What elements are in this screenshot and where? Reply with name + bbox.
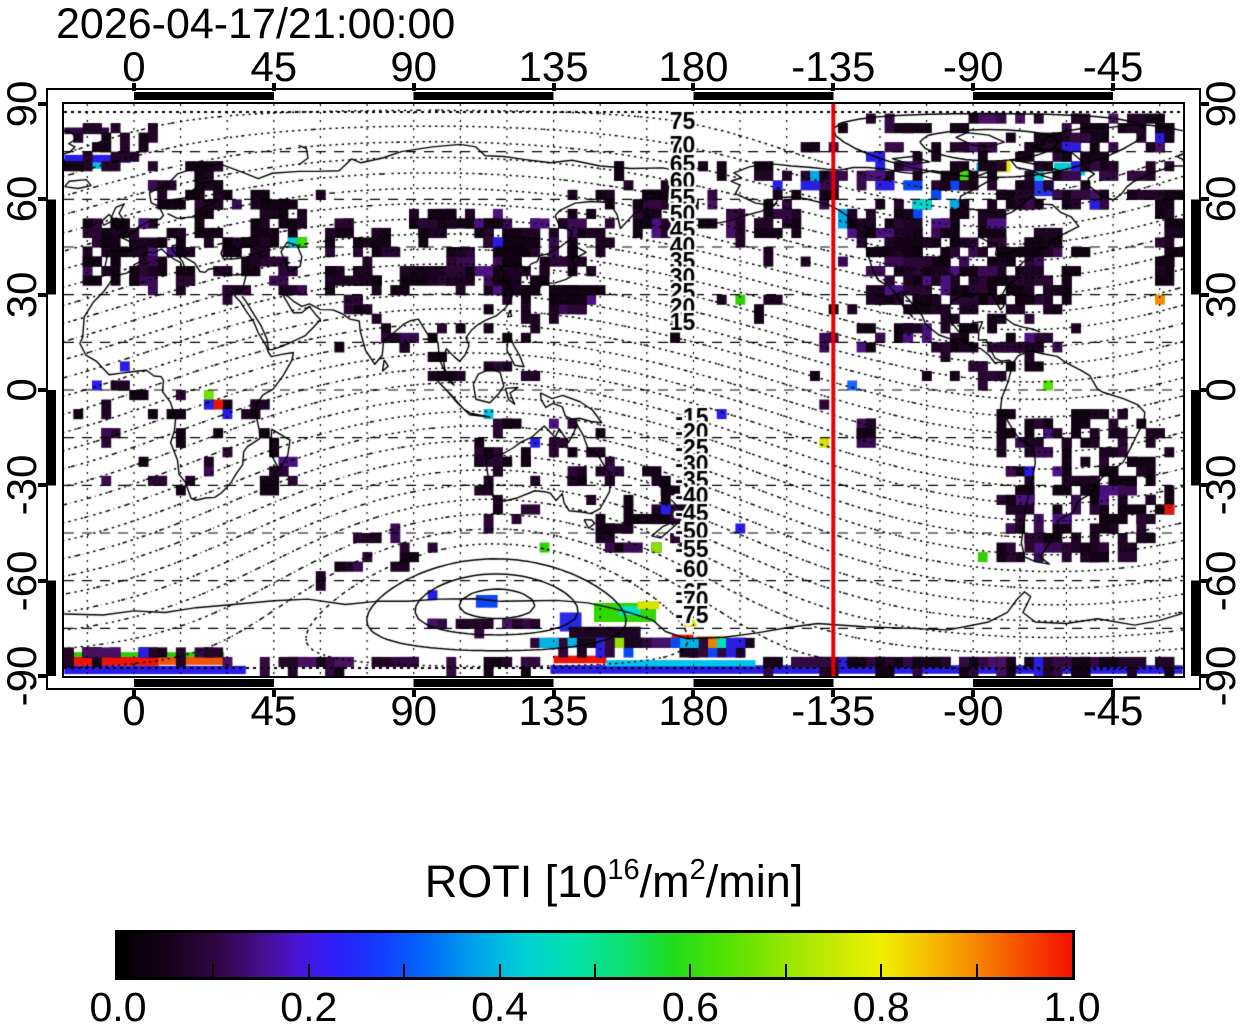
- x-axis-tick-top: [971, 83, 976, 91]
- plot-border: [62, 102, 1185, 678]
- x-axis-tick-top: [411, 83, 416, 91]
- colorbar-tick-label: 1.0: [1043, 984, 1101, 1024]
- y-axis-tick-right: [1201, 578, 1209, 583]
- x-axis-tick-top: [691, 83, 696, 91]
- x-axis-label-top: -135: [791, 43, 876, 90]
- x-axis-label-top: -45: [1082, 43, 1144, 90]
- x-axis-tick-bottom: [131, 689, 136, 697]
- x-axis-label-bottom: 0: [122, 687, 146, 734]
- frame-stripe-left: [48, 104, 56, 676]
- colorbar-tick-label: 0.0: [89, 984, 147, 1024]
- x-axis-tick-top: [1111, 83, 1116, 91]
- colorbar-minor-tick: [784, 964, 787, 977]
- y-axis-tick-left: [38, 102, 46, 106]
- y-axis-label-left: -30: [0, 454, 45, 516]
- x-axis-label-top: 90: [390, 43, 438, 90]
- colorbar-minor-tick: [307, 964, 310, 977]
- y-axis-tick-left: [38, 483, 46, 488]
- x-axis-label-top: 45: [250, 43, 298, 90]
- y-axis-tick-left: [38, 292, 46, 297]
- colorbar-title-exponent2: 2: [689, 854, 706, 886]
- colorbar-title-mid: /m: [639, 856, 690, 907]
- x-axis-tick-top: [551, 83, 556, 91]
- colorbar-minor-tick: [880, 964, 883, 977]
- x-axis-tick-bottom: [1111, 689, 1116, 697]
- y-axis-label-left: -60: [0, 550, 45, 612]
- colorbar-title: ROTI [1016/m2/min]: [424, 854, 804, 908]
- colorbar-minor-tick: [212, 964, 215, 977]
- y-axis-tick-right: [1201, 483, 1209, 488]
- y-axis-tick-left: [38, 388, 46, 392]
- x-axis-tick-bottom: [411, 689, 416, 697]
- map-canvas: [64, 104, 1183, 676]
- y-axis-tick-right: [1201, 292, 1209, 297]
- y-axis-tick-left: [38, 197, 46, 202]
- y-axis-label-left: 60: [0, 175, 45, 223]
- colorbar-title-text: ROTI [10: [424, 856, 608, 907]
- colorbar-tick-label: 0.4: [471, 984, 529, 1024]
- timestamp: 2026-04-17/21:00:00: [56, 0, 456, 48]
- frame-stripe-right: [1191, 104, 1199, 676]
- colorbar-minor-tick: [594, 964, 596, 977]
- colorbar-minor-tick: [498, 964, 501, 977]
- x-axis-label-top: 180: [658, 43, 729, 90]
- outer-frame: [46, 88, 1201, 690]
- x-axis-label-top: -90: [942, 43, 1004, 90]
- y-axis-label-left: 0: [0, 378, 45, 402]
- frame-stripe-bottom: [64, 679, 1183, 687]
- colorbar-tick-label: 0.8: [852, 984, 910, 1024]
- y-axis-tick-right: [1201, 674, 1209, 678]
- x-axis-tick-bottom: [971, 689, 976, 697]
- colorbar-title-suffix: /min]: [705, 856, 804, 907]
- y-axis-tick-right: [1201, 197, 1209, 202]
- colorbar-minor-tick: [403, 964, 406, 977]
- x-axis-tick-bottom: [831, 689, 836, 697]
- x-axis-label-top: 0: [122, 43, 146, 90]
- y-axis-tick-left: [38, 674, 46, 678]
- y-axis-label-left: -90: [0, 645, 45, 707]
- colorbar-minor-tick: [689, 964, 692, 977]
- colorbar-tick-label: 0.2: [280, 984, 338, 1024]
- x-axis-tick-top: [271, 83, 276, 91]
- colorbar-minor-tick: [975, 964, 978, 977]
- y-axis-label-left: 30: [0, 271, 45, 319]
- y-axis-tick-right: [1201, 388, 1209, 392]
- x-axis-tick-bottom: [551, 689, 556, 697]
- colorbar-title-exponent: 16: [607, 854, 640, 886]
- y-axis-tick-left: [38, 578, 46, 583]
- frame-stripe-top: [64, 92, 1183, 100]
- x-axis-tick-bottom: [691, 689, 696, 697]
- colorbar: [115, 930, 1075, 980]
- x-axis-tick-top: [131, 83, 136, 91]
- x-axis-tick-bottom: [271, 689, 276, 697]
- y-axis-tick-right: [1201, 102, 1209, 106]
- x-axis-label-top: 135: [518, 43, 589, 90]
- y-axis-label-left: 90: [0, 80, 45, 128]
- colorbar-tick-label: 0.6: [661, 984, 719, 1024]
- x-axis-tick-top: [831, 83, 836, 91]
